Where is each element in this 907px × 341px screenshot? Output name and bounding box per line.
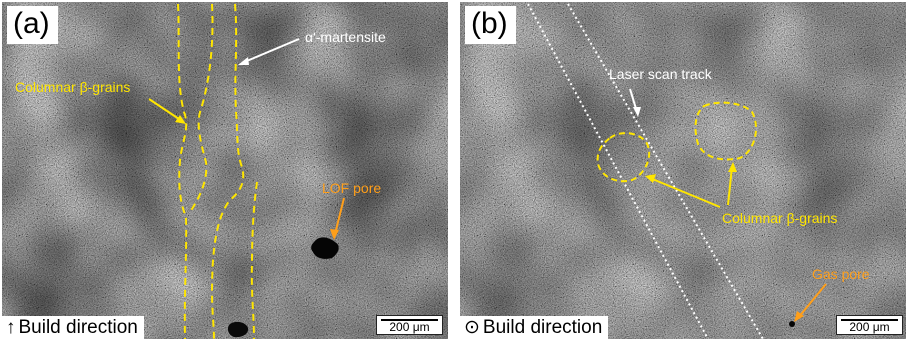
columnar-arrowhead-b2 — [728, 162, 737, 172]
scale-bar-a: 200 μm — [376, 315, 443, 335]
scale-label-a: 200 μm — [389, 320, 430, 334]
gas-pore-label: Gas pore — [812, 266, 870, 282]
columnar-arrowhead-a — [175, 115, 186, 124]
annotation-overlay-b — [527, 3, 827, 339]
up-arrow-icon: ↑ — [6, 317, 16, 338]
columnar-label-a: Columnar β-grains — [15, 79, 131, 95]
martensite-arrowhead — [238, 57, 249, 65]
columnar-label-b: Columnar β-grains — [722, 210, 838, 226]
martensite-label: α'-martensite — [305, 29, 386, 45]
micrograph-panel-b: (b) Laser scan track Columnar β-grains G… — [460, 2, 906, 339]
lof-pore-shape — [311, 237, 339, 259]
circle-dot-icon: ⊙ — [464, 317, 480, 338]
lof-pore-label: LOF pore — [322, 180, 382, 196]
scale-line-a — [381, 319, 438, 321]
micrograph-a-texture — [2, 2, 448, 339]
scale-bar-b: 200 μm — [836, 315, 903, 335]
build-direction-label-a: Build direction — [18, 317, 138, 338]
grain-outline-left — [596, 132, 651, 183]
annotation-overlay-a — [148, 3, 345, 339]
lof-arrowhead — [330, 229, 339, 240]
laser-track-line-1 — [527, 3, 709, 339]
columnar-arrow-b2 — [727, 166, 733, 206]
scale-label-b: 200 μm — [849, 320, 890, 334]
grain-outline-right — [694, 101, 757, 161]
bottom-pore-shape — [227, 321, 249, 338]
grain-boundary-line-3 — [210, 3, 245, 339]
scale-line-b — [841, 319, 898, 321]
lof-arrow — [334, 197, 345, 235]
columnar-arrow-a — [148, 98, 183, 122]
grain-boundary-line-1 — [177, 3, 188, 339]
build-direction-label-b: Build direction — [482, 317, 603, 338]
columnar-arrowhead-b1 — [645, 174, 656, 183]
build-direction-a: ↑ Build direction — [2, 316, 144, 339]
columnar-arrow-b1 — [649, 177, 721, 208]
panel-letter-a: (a) — [7, 6, 58, 44]
grain-boundary-line-2 — [189, 3, 214, 213]
panel-letter-b: (b) — [465, 6, 516, 44]
gas-pore-arrowhead — [794, 311, 804, 322]
build-direction-b: ⊙ Build direction — [460, 316, 609, 339]
laser-track-label: Laser scan track — [609, 66, 712, 82]
gas-pore-shape — [789, 321, 795, 327]
gas-pore-arrow — [797, 283, 827, 319]
martensite-arrow — [241, 38, 300, 64]
laser-track-arrowhead — [633, 107, 641, 117]
grain-boundary-line-4 — [250, 181, 258, 339]
micrograph-panel-a: (a) α'-martensite Columnar β-grains LOF … — [2, 2, 448, 339]
micrograph-b-texture — [460, 2, 906, 339]
